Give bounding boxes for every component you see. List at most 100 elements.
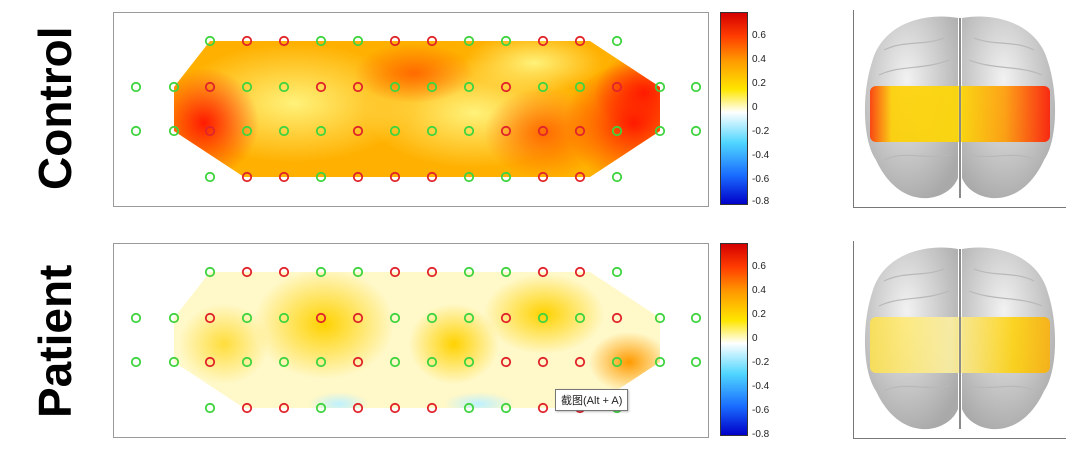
electrode-marker: [389, 81, 401, 93]
colorbar-tick: 0.4: [752, 54, 766, 65]
electrode-marker: [315, 402, 327, 414]
electrode-marker: [168, 356, 180, 368]
electrode-marker: [241, 266, 253, 278]
colorbar-tick: 0: [752, 333, 758, 344]
electrode-marker: [130, 356, 142, 368]
electrode-marker: [241, 171, 253, 183]
electrode-marker: [537, 266, 549, 278]
electrode-marker: [352, 171, 364, 183]
electrode-marker: [654, 125, 666, 137]
colorbar-tick: 0.2: [752, 309, 766, 320]
electrode-marker: [204, 356, 216, 368]
colorbar-tick: 0.6: [752, 261, 766, 272]
electrode-marker: [537, 356, 549, 368]
electrode-marker: [130, 81, 142, 93]
electrode-marker: [241, 356, 253, 368]
electrode-marker: [500, 356, 512, 368]
electrode-marker: [500, 312, 512, 324]
brain-image: [864, 16, 1056, 199]
electrode-marker: [500, 171, 512, 183]
electrode-marker: [389, 125, 401, 137]
electrode-marker: [654, 312, 666, 324]
electrode-marker: [537, 312, 549, 324]
electrode-marker: [574, 81, 586, 93]
patient-electrode-grid: [130, 266, 702, 414]
electrode-marker: [315, 81, 327, 93]
colorbar-tick: -0.2: [752, 126, 770, 137]
electrode-marker: [278, 171, 290, 183]
electrode-marker: [537, 171, 549, 183]
electrode-marker: [315, 312, 327, 324]
electrode-marker: [574, 356, 586, 368]
electrode-marker: [352, 266, 364, 278]
control-topography-map: [113, 12, 709, 207]
electrode-marker: [690, 81, 702, 93]
electrode-marker: [278, 356, 290, 368]
electrode-marker: [315, 35, 327, 47]
electrode-marker: [130, 125, 142, 137]
electrode-marker: [426, 171, 438, 183]
electrode-marker: [500, 81, 512, 93]
electrode-marker: [537, 402, 549, 414]
electrode-marker: [426, 81, 438, 93]
brain-image: [864, 247, 1056, 430]
electrode-marker: [204, 312, 216, 324]
screenshot-tooltip: 截图(Alt + A): [555, 389, 629, 411]
electrode-marker: [426, 125, 438, 137]
electrode-marker: [537, 125, 549, 137]
electrode-marker: [241, 402, 253, 414]
electrode-marker: [537, 35, 549, 47]
electrode-marker: [168, 312, 180, 324]
electrode-marker: [574, 35, 586, 47]
electrode-marker: [690, 356, 702, 368]
electrode-marker: [500, 125, 512, 137]
electrode-marker: [352, 81, 364, 93]
electrode-marker: [315, 171, 327, 183]
electrode-marker: [204, 266, 216, 278]
control-electrode-grid: [130, 35, 702, 183]
electrode-marker: [611, 35, 623, 47]
colorbar-tick: -0.8: [752, 429, 770, 440]
electrode-marker: [278, 402, 290, 414]
electrode-marker: [278, 125, 290, 137]
patient-brain-render: [853, 241, 1066, 439]
electrode-marker: [611, 312, 623, 324]
electrode-marker: [241, 312, 253, 324]
electrode-marker: [168, 125, 180, 137]
colorbar-tick: -0.4: [752, 381, 770, 392]
colorbar-tick: 0: [752, 102, 758, 113]
electrode-marker: [130, 312, 142, 324]
electrode-marker: [352, 35, 364, 47]
electrode-marker: [463, 312, 475, 324]
electrode-marker: [389, 312, 401, 324]
row-label-patient: Patient: [29, 264, 81, 418]
colorbar-tick: -0.6: [752, 405, 770, 416]
colorbar-tick: 0.4: [752, 285, 766, 296]
electrode-marker: [389, 356, 401, 368]
row-label-control: Control: [29, 26, 81, 190]
electrode-marker: [690, 125, 702, 137]
electrode-marker: [574, 171, 586, 183]
electrode-marker: [426, 266, 438, 278]
electrode-marker: [611, 266, 623, 278]
electrode-marker: [611, 125, 623, 137]
patient-heatmap-svg: [130, 266, 702, 414]
patient-colorbar: [720, 243, 748, 436]
electrode-marker: [500, 266, 512, 278]
electrode-marker: [241, 35, 253, 47]
electrode-marker: [426, 356, 438, 368]
electrode-marker: [204, 171, 216, 183]
electrode-marker: [690, 312, 702, 324]
electrode-marker: [500, 402, 512, 414]
electrode-marker: [352, 312, 364, 324]
electrode-marker: [611, 356, 623, 368]
electrode-marker: [611, 81, 623, 93]
electrode-marker: [463, 125, 475, 137]
electrode-marker: [241, 125, 253, 137]
electrode-marker: [204, 35, 216, 47]
electrode-marker: [463, 171, 475, 183]
electrode-marker: [574, 125, 586, 137]
electrode-marker: [537, 81, 549, 93]
control-colorbar: [720, 12, 748, 205]
electrode-marker: [352, 356, 364, 368]
